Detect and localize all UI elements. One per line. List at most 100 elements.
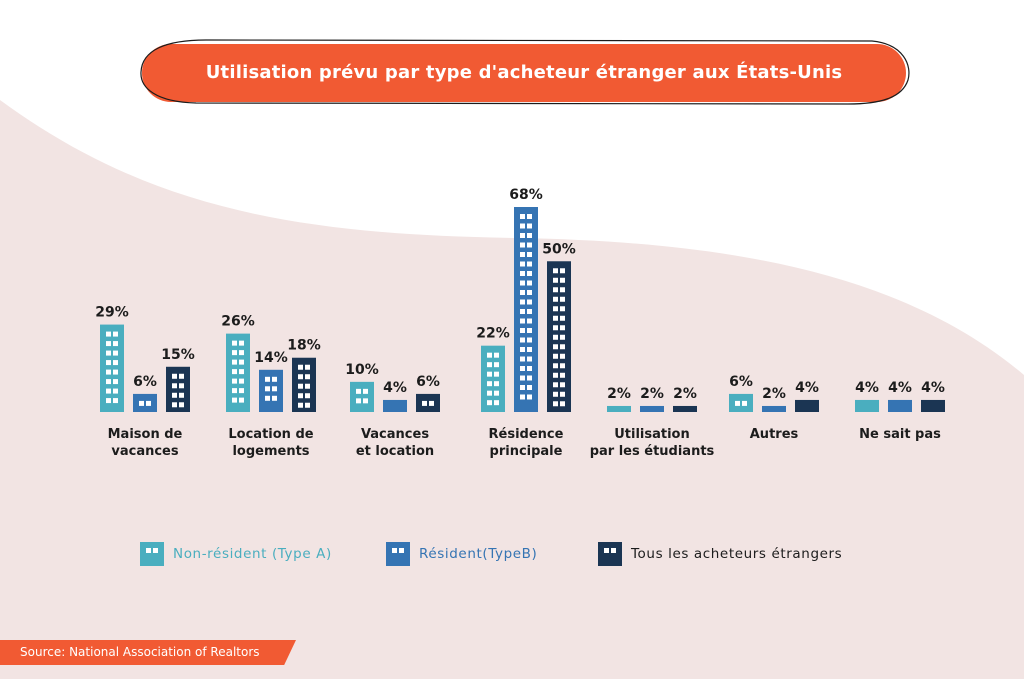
bar bbox=[921, 399, 945, 412]
bar-window bbox=[305, 374, 310, 380]
bar-window bbox=[232, 359, 237, 365]
category-label: Ne sait pas bbox=[859, 427, 941, 442]
bar-window bbox=[553, 401, 558, 407]
bar-window bbox=[232, 388, 237, 394]
bar-window bbox=[179, 402, 184, 408]
legend-label: Non-résident (Type A) bbox=[173, 546, 332, 562]
bar-window bbox=[172, 383, 177, 389]
bar-window bbox=[494, 371, 499, 377]
building-icon bbox=[386, 542, 410, 566]
value-label: 4% bbox=[795, 380, 819, 396]
bar-window bbox=[487, 390, 492, 396]
bar-window bbox=[527, 366, 532, 371]
bar-window bbox=[179, 392, 184, 398]
bar-window bbox=[527, 261, 532, 267]
bar-window bbox=[494, 400, 499, 406]
value-label: 2% bbox=[607, 386, 631, 402]
bar-window bbox=[113, 331, 118, 337]
bar-window bbox=[553, 287, 558, 293]
category-label: logements bbox=[232, 444, 309, 459]
value-label: 10% bbox=[345, 362, 379, 378]
bar-window bbox=[487, 371, 492, 377]
bar-window bbox=[527, 290, 532, 295]
value-label: 26% bbox=[221, 314, 255, 330]
bar bbox=[673, 405, 697, 412]
bar bbox=[481, 345, 505, 412]
bar-window bbox=[553, 325, 558, 331]
bar bbox=[640, 405, 664, 412]
bar-window bbox=[232, 378, 237, 384]
bar-window bbox=[106, 341, 111, 347]
bar-window bbox=[527, 328, 532, 333]
bar bbox=[292, 357, 316, 412]
bar-window bbox=[494, 390, 499, 396]
bar-window bbox=[527, 347, 532, 352]
building-icon bbox=[598, 542, 622, 566]
bar-window bbox=[487, 381, 492, 387]
value-label: 68% bbox=[509, 187, 543, 203]
bar-window bbox=[560, 315, 565, 321]
legend-item-type-b: Résident(TypeB) bbox=[386, 540, 537, 568]
bar-window bbox=[172, 392, 177, 398]
value-label: 4% bbox=[855, 380, 879, 396]
bar-window bbox=[527, 280, 532, 286]
bar-window bbox=[553, 353, 558, 359]
bar-window bbox=[520, 366, 525, 371]
bar-window bbox=[113, 398, 118, 404]
bar bbox=[166, 366, 190, 412]
bar-window bbox=[146, 400, 151, 406]
bar-window bbox=[106, 369, 111, 375]
bar-window bbox=[527, 299, 532, 305]
bar-window bbox=[239, 369, 244, 375]
bar-window bbox=[527, 309, 532, 314]
bar-window bbox=[560, 296, 565, 302]
bar-window bbox=[106, 331, 111, 337]
bar-window bbox=[298, 402, 303, 408]
bar-window bbox=[232, 350, 237, 356]
bar-window bbox=[560, 372, 565, 378]
bar-window bbox=[305, 402, 310, 408]
bar-window bbox=[363, 388, 368, 394]
value-label: 6% bbox=[416, 374, 440, 390]
value-label: 2% bbox=[762, 386, 786, 402]
bar-window bbox=[553, 296, 558, 302]
bar-window bbox=[560, 363, 565, 369]
bar-window bbox=[239, 378, 244, 384]
bar-window bbox=[527, 242, 532, 248]
value-label: 22% bbox=[476, 326, 510, 342]
bar-window bbox=[106, 360, 111, 366]
bar-window bbox=[520, 394, 525, 400]
bar-window bbox=[553, 315, 558, 321]
bar-window bbox=[298, 383, 303, 389]
bar-window bbox=[520, 223, 525, 229]
value-label: 14% bbox=[254, 350, 288, 366]
value-label: 4% bbox=[921, 380, 945, 396]
value-label: 4% bbox=[888, 380, 912, 396]
bar-window bbox=[113, 341, 118, 347]
bar-window bbox=[527, 223, 532, 229]
bar-window bbox=[527, 337, 532, 343]
bar-window bbox=[113, 388, 118, 394]
bar-window bbox=[553, 391, 558, 397]
bar-window bbox=[520, 233, 525, 238]
bar bbox=[416, 393, 440, 412]
value-label: 4% bbox=[383, 380, 407, 396]
category-label: principale bbox=[490, 444, 563, 459]
bar-window bbox=[494, 362, 499, 368]
value-label: 6% bbox=[729, 374, 753, 390]
bar-window bbox=[239, 340, 244, 346]
bar bbox=[259, 369, 283, 412]
bar-window bbox=[172, 402, 177, 408]
value-label: 2% bbox=[673, 386, 697, 402]
bar-window bbox=[272, 386, 277, 392]
bar-window bbox=[179, 383, 184, 389]
bar-window bbox=[520, 299, 525, 305]
bar-window bbox=[305, 393, 310, 399]
bar-window bbox=[560, 325, 565, 331]
bar bbox=[383, 399, 407, 412]
bar-window bbox=[560, 287, 565, 293]
value-label: 29% bbox=[95, 305, 129, 321]
